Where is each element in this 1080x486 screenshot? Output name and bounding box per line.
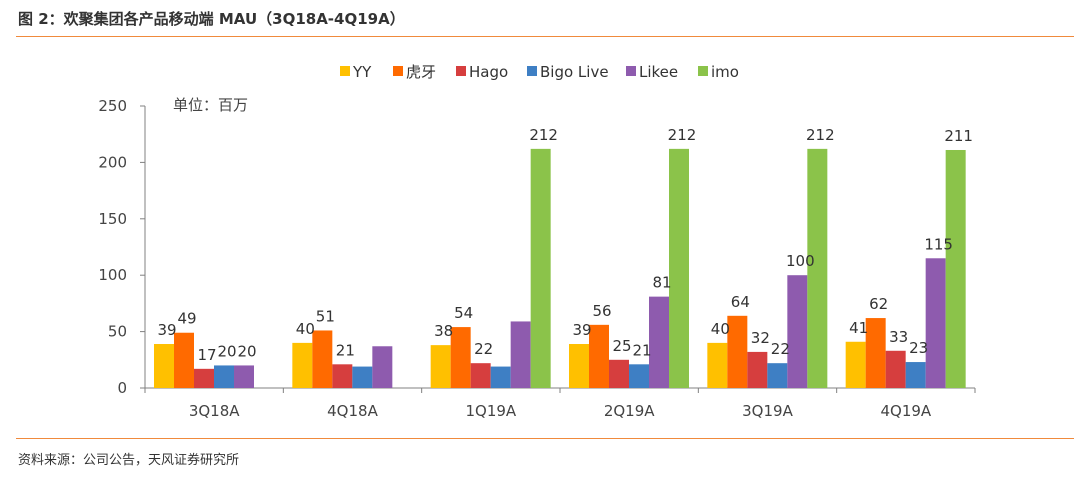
bar-hago-2Q19A bbox=[609, 359, 629, 388]
bar-bigo-live-3Q18A bbox=[214, 365, 234, 388]
bar-likee-4Q18A bbox=[372, 346, 393, 388]
y-tick-label: 150 bbox=[98, 210, 127, 228]
legend-swatch-1 bbox=[393, 66, 403, 76]
bar-likee-3Q18A bbox=[234, 365, 254, 388]
chart-legend: YY 虎牙 Hago Bigo Live Likee imo bbox=[340, 63, 739, 81]
data-label: 33 bbox=[889, 328, 908, 346]
bar-imo-2Q19A bbox=[669, 148, 689, 388]
bar-虎牙-4Q18A bbox=[312, 330, 333, 388]
bar-likee-4Q19A bbox=[925, 258, 946, 388]
legend-swatch-4 bbox=[626, 66, 636, 76]
y-tick-label: 0 bbox=[117, 379, 127, 397]
data-label: 17 bbox=[197, 346, 216, 364]
source-note: 资料来源：公司公告，天风证券研究所 bbox=[18, 453, 240, 468]
bar-虎牙-3Q19A bbox=[727, 315, 748, 388]
data-label: 39 bbox=[572, 321, 591, 339]
data-label: 23 bbox=[909, 339, 928, 357]
x-tick-label: 3Q19A bbox=[742, 402, 793, 420]
bar-bigo-live-4Q19A bbox=[905, 362, 926, 388]
data-label: 211 bbox=[944, 127, 973, 145]
data-label: 39 bbox=[157, 321, 176, 339]
figure-title: 图 2：欢聚集团各产品移动端 MAU（3Q18A-4Q19A） bbox=[18, 10, 405, 28]
y-tick-label: 250 bbox=[98, 97, 127, 115]
bar-likee-3Q19A bbox=[787, 275, 808, 388]
y-tick-label: 200 bbox=[98, 153, 127, 171]
bar-likee-2Q19A bbox=[649, 296, 669, 388]
data-label: 41 bbox=[849, 319, 868, 337]
legend-label-1: 虎牙 bbox=[406, 63, 436, 81]
data-label: 54 bbox=[454, 304, 473, 322]
data-label: 22 bbox=[771, 340, 790, 358]
y-tick-label: 50 bbox=[108, 323, 127, 341]
data-label: 212 bbox=[806, 126, 835, 144]
data-label: 22 bbox=[474, 340, 493, 358]
data-label: 21 bbox=[336, 341, 355, 359]
bar-虎牙-4Q19A bbox=[865, 318, 886, 388]
source-rule bbox=[16, 438, 1074, 439]
data-label: 38 bbox=[434, 322, 453, 340]
data-label: 56 bbox=[592, 302, 611, 320]
bar-虎牙-1Q19A bbox=[450, 327, 471, 388]
data-label: 81 bbox=[652, 274, 671, 292]
bar-bigo-live-3Q19A bbox=[767, 363, 788, 388]
bar-hago-4Q18A bbox=[332, 364, 353, 388]
bar-chart: YY 虎牙 Hago Bigo Live Likee imo 0 50 100 150 200 25… bbox=[98, 63, 976, 420]
legend-swatch-5 bbox=[698, 66, 708, 76]
bar-imo-4Q19A bbox=[945, 149, 966, 388]
bar-bigo-live-2Q19A bbox=[629, 364, 649, 388]
bar-yy-2Q19A bbox=[569, 344, 589, 388]
legend-label-2: Hago bbox=[469, 63, 508, 81]
data-label: 20 bbox=[217, 342, 236, 360]
data-labels: 39 40 38 39 40 41 49 51 54 56 64 62 17 21 22 25 32 33 20 21… bbox=[157, 126, 973, 364]
legend-swatch-2 bbox=[456, 66, 466, 76]
bar-yy-4Q18A bbox=[292, 342, 313, 388]
x-tick-label: 4Q18A bbox=[327, 402, 378, 420]
data-label: 64 bbox=[731, 293, 750, 311]
bar-imo-3Q19A bbox=[807, 148, 828, 388]
bar-yy-1Q19A bbox=[430, 345, 451, 388]
data-label: 100 bbox=[786, 252, 815, 270]
title-rule bbox=[16, 36, 1074, 37]
unit-annotation: 单位：百万 bbox=[173, 96, 248, 114]
bar-yy-3Q19A bbox=[707, 342, 728, 388]
x-axis: 3Q18A 4Q18A 1Q19A 2Q19A 3Q19A 4Q19A bbox=[144, 387, 976, 420]
legend-swatch-3 bbox=[527, 66, 537, 76]
data-label: 20 bbox=[237, 342, 256, 360]
data-label: 212 bbox=[529, 126, 558, 144]
data-label: 32 bbox=[751, 329, 770, 347]
bar-hago-3Q18A bbox=[194, 368, 214, 388]
x-tick-label: 3Q18A bbox=[189, 402, 240, 420]
x-tick-label: 2Q19A bbox=[604, 402, 655, 420]
x-tick-label: 4Q19A bbox=[880, 402, 931, 420]
data-label: 62 bbox=[869, 295, 888, 313]
data-label: 49 bbox=[177, 310, 196, 328]
data-label: 212 bbox=[668, 126, 697, 144]
y-axis: 0 50 100 150 200 250 bbox=[98, 97, 146, 397]
bar-imo-1Q19A bbox=[530, 148, 551, 388]
bar-虎牙-2Q19A bbox=[589, 324, 609, 388]
bar-likee-1Q19A bbox=[510, 321, 531, 388]
y-tick-label: 100 bbox=[98, 266, 127, 284]
bar-yy-4Q19A bbox=[845, 341, 866, 388]
data-label: 21 bbox=[632, 341, 651, 359]
bar-虎牙-3Q18A bbox=[174, 332, 194, 388]
bar-series bbox=[154, 148, 966, 388]
bar-bigo-live-1Q19A bbox=[490, 366, 511, 388]
bar-yy-3Q18A bbox=[154, 344, 174, 388]
data-label: 51 bbox=[316, 307, 335, 325]
x-tick-label: 1Q19A bbox=[465, 402, 516, 420]
bar-hago-3Q19A bbox=[747, 351, 768, 388]
data-label: 25 bbox=[612, 337, 631, 355]
legend-swatch-0 bbox=[340, 66, 350, 76]
legend-label-0: YY bbox=[352, 63, 372, 81]
bar-hago-4Q19A bbox=[885, 350, 906, 388]
legend-label-3: Bigo Live bbox=[540, 63, 609, 81]
bar-bigo-live-4Q18A bbox=[352, 366, 373, 388]
bar-hago-1Q19A bbox=[470, 363, 491, 388]
data-label: 115 bbox=[924, 235, 953, 253]
data-label: 40 bbox=[296, 320, 315, 338]
legend-label-4: Likee bbox=[639, 63, 678, 81]
legend-label-5: imo bbox=[711, 63, 739, 81]
data-label: 40 bbox=[711, 320, 730, 338]
